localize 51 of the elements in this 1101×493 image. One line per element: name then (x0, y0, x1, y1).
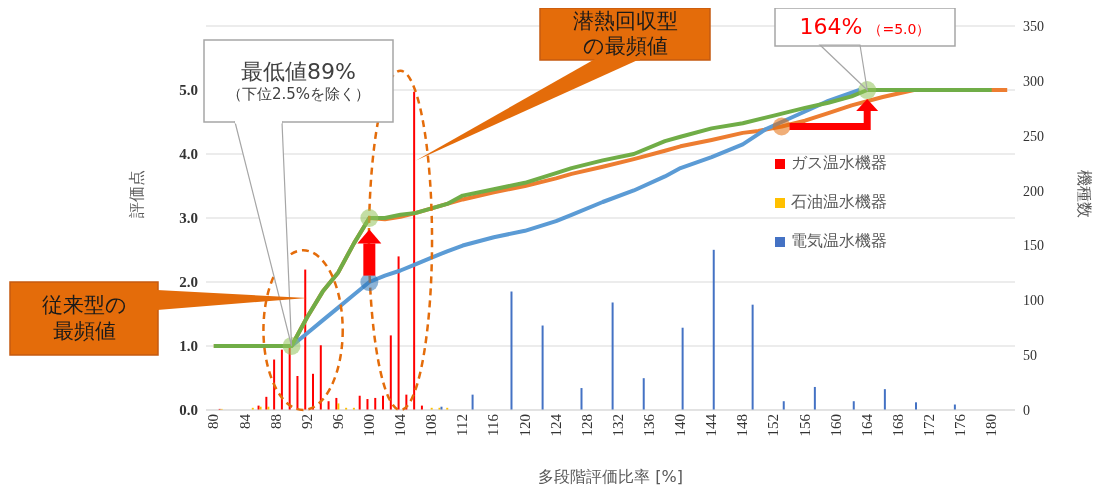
x-tick-label: 104 (392, 413, 409, 437)
x-tick-label: 120 (516, 414, 533, 437)
y2-tick-label: 350 (1023, 18, 1044, 34)
x-tick-label: 88 (267, 414, 284, 429)
y2-tick-label: 250 (1023, 128, 1044, 144)
y2-tick-label: 200 (1023, 183, 1044, 199)
text: 従来型の最頻値 (41, 293, 127, 343)
x-tick-label: 128 (578, 414, 595, 437)
annotation: 164% (799, 13, 863, 39)
y2-tick-label: 100 (1023, 293, 1044, 309)
y2-tick-label: 300 (1023, 73, 1044, 89)
legend-label: ガス温水機器 (791, 153, 887, 172)
x-tick-label: 100 (361, 414, 378, 437)
x-tick-label: 164 (858, 413, 875, 437)
x-tick-label: 80 (205, 414, 222, 429)
legend-label: 電気温水機器 (791, 231, 887, 250)
annotation: 最低値89% （下位2.5%を除く） (226, 58, 371, 104)
y-axis-title: 評価点 (126, 170, 146, 218)
annotation: （=5.0） (868, 20, 931, 37)
x-tick-label: 172 (921, 414, 938, 437)
x-tick-label: 124 (547, 413, 564, 437)
x-tick-label: 96 (329, 413, 346, 429)
x-tick-label: 116 (485, 413, 502, 436)
x-tick-label: 132 (609, 414, 626, 437)
x-tick-label: 176 (952, 413, 969, 437)
x-tick-label: 168 (889, 414, 906, 437)
x-tick-label: 180 (983, 414, 1000, 437)
x-tick-label: 136 (641, 413, 658, 437)
x-tick-label: 156 (796, 413, 813, 437)
x-tick-label: 84 (236, 413, 253, 429)
x-axis-title: 多段階評価比率 [%] (538, 467, 683, 486)
x-tick-label: 108 (423, 414, 440, 437)
y2-tick-label: 150 (1023, 238, 1044, 254)
x-tick-label: 152 (765, 414, 782, 437)
y2-axis-title: 機種数 (1075, 170, 1095, 218)
x-tick-label: 112 (454, 414, 471, 436)
annotation: 潜熱回収型の最頻値 (572, 8, 678, 58)
y-tick-label: 2.0 (179, 274, 198, 291)
x-tick-label: 148 (734, 414, 751, 437)
x-tick-label: 92 (298, 414, 315, 429)
x-tick-label: 140 (672, 414, 689, 437)
y-tick-label: 4.0 (179, 146, 198, 163)
y-tick-label: 0.0 (179, 402, 198, 419)
y-tick-label: 5.0 (179, 82, 198, 99)
x-tick-label: 144 (703, 413, 720, 437)
legend-label: 石油温水機器 (791, 192, 887, 211)
y2-tick-label: 50 (1023, 348, 1037, 364)
y2-tick-label: 0 (1023, 402, 1030, 418)
y-tick-label: 1.0 (179, 338, 198, 355)
x-tick-label: 160 (827, 414, 844, 437)
y-tick-label: 3.0 (179, 210, 198, 227)
